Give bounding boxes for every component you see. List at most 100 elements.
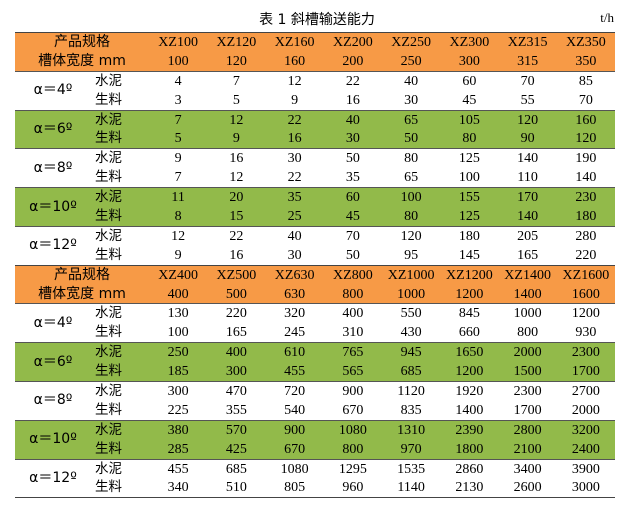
capacity-value: 960 bbox=[323, 478, 382, 498]
capacity-value: 380 bbox=[149, 419, 208, 440]
trough-width: 250 bbox=[382, 51, 441, 72]
table-row: α＝6º 水泥 250 400 610 765 945 1650 2000 2300 bbox=[15, 342, 615, 382]
capacity-value: 155 bbox=[440, 187, 499, 208]
capacity-value: 550 bbox=[382, 303, 441, 324]
material-cement: 水泥 bbox=[91, 458, 149, 479]
table-row: α＝12º 水泥 12 22 40 70 120 180 205 280 bbox=[15, 225, 615, 266]
table-row: α＝8º 水泥 9 16 30 50 80 125 140 190 bbox=[15, 148, 615, 188]
capacity-value: 2400 bbox=[556, 439, 615, 460]
capacity-value: 60 bbox=[323, 187, 382, 208]
capacity-value: 2390 bbox=[440, 419, 499, 440]
table-row: 生料 3 5 9 16 30 45 55 70 bbox=[15, 90, 615, 111]
trough-width: 315 bbox=[498, 51, 557, 72]
capacity-value: 3900 bbox=[556, 458, 615, 479]
capacity-value: 1650 bbox=[440, 342, 499, 363]
capacity-value: 2600 bbox=[498, 478, 557, 498]
capacity-value: 45 bbox=[323, 207, 382, 227]
capacity-value: 22 bbox=[323, 70, 382, 91]
incline-angle: α＝12º bbox=[15, 458, 91, 498]
capacity-value: 30 bbox=[265, 148, 324, 169]
model-name: XZ160 bbox=[265, 31, 324, 52]
capacity-value: 800 bbox=[323, 439, 382, 460]
capacity-value: 945 bbox=[382, 342, 441, 363]
capacity-value: 30 bbox=[265, 245, 324, 266]
capacity-value: 11 bbox=[149, 187, 208, 208]
capacity-value: 970 bbox=[382, 439, 441, 460]
capacity-value: 2700 bbox=[556, 381, 615, 401]
capacity-value: 4 bbox=[149, 70, 208, 91]
trough-width: 1000 bbox=[382, 284, 441, 304]
trough-width: 1400 bbox=[498, 284, 557, 304]
material-raw-meal: 生料 bbox=[91, 168, 149, 188]
model-name: XZ315 bbox=[498, 31, 557, 52]
capacity-value: 225 bbox=[149, 400, 208, 421]
capacity-value: 720 bbox=[265, 381, 324, 401]
capacity-value: 355 bbox=[207, 400, 266, 421]
capacity-value: 120 bbox=[556, 129, 615, 149]
capacity-value: 50 bbox=[382, 129, 441, 149]
capacity-value: 90 bbox=[498, 129, 557, 149]
table-row: 生料 185 300 455 565 685 1200 1500 1700 bbox=[15, 362, 615, 382]
capacity-value: 1295 bbox=[323, 458, 382, 479]
capacity-value: 7 bbox=[207, 70, 266, 91]
table-body: 产品规格 XZ100 XZ120 XZ160 XZ200 XZ250 XZ300 XZ315 X… bbox=[15, 31, 615, 498]
table-row: α＝4º 水泥 4 7 12 22 40 60 70 85 bbox=[15, 70, 615, 111]
capacity-value: 1080 bbox=[265, 458, 324, 479]
incline-angle: α＝8º bbox=[15, 148, 91, 188]
capacity-value: 65 bbox=[382, 168, 441, 188]
capacity-value: 835 bbox=[382, 400, 441, 421]
capacity-value: 800 bbox=[498, 323, 557, 343]
capacity-value: 16 bbox=[207, 245, 266, 266]
table-row: 生料 285 425 670 800 970 1800 2100 2400 bbox=[15, 439, 615, 460]
capacity-value: 9 bbox=[149, 245, 208, 266]
material-raw-meal: 生料 bbox=[91, 207, 149, 227]
capacity-value: 1200 bbox=[440, 362, 499, 382]
width-label: 槽体宽度 mm bbox=[15, 51, 149, 72]
capacity-value: 40 bbox=[382, 70, 441, 91]
capacity-value: 35 bbox=[265, 187, 324, 208]
capacity-value: 120 bbox=[498, 109, 557, 130]
table-row: 生料 340 510 805 960 1140 2130 2600 3000 bbox=[15, 478, 615, 498]
capacity-value: 9 bbox=[265, 90, 324, 111]
width-header-row: 槽体宽度 mm 400 500 630 800 1000 1200 1400 1600 bbox=[15, 284, 615, 304]
model-name: XZ200 bbox=[323, 31, 382, 52]
trough-width: 500 bbox=[207, 284, 266, 304]
material-cement: 水泥 bbox=[91, 70, 149, 91]
capacity-value: 50 bbox=[323, 148, 382, 169]
capacity-value: 340 bbox=[149, 478, 208, 498]
capacity-table: 产品规格 XZ100 XZ120 XZ160 XZ200 XZ250 XZ300 XZ315 X… bbox=[15, 31, 615, 499]
capacity-value: 45 bbox=[440, 90, 499, 111]
capacity-value: 12 bbox=[207, 168, 266, 188]
incline-angle: α＝10º bbox=[15, 419, 91, 460]
capacity-value: 455 bbox=[149, 458, 208, 479]
capacity-value: 685 bbox=[382, 362, 441, 382]
capacity-value: 3000 bbox=[556, 478, 615, 498]
capacity-value: 65 bbox=[382, 109, 441, 130]
capacity-value: 3200 bbox=[556, 419, 615, 440]
table-row: 生料 9 16 30 50 95 145 165 220 bbox=[15, 245, 615, 266]
incline-angle: α＝6º bbox=[15, 342, 91, 382]
table-row: α＝6º 水泥 7 12 22 40 65 105 120 160 bbox=[15, 109, 615, 149]
model-name: XZ100 bbox=[149, 31, 208, 52]
incline-angle: α＝4º bbox=[15, 70, 91, 111]
capacity-value: 670 bbox=[265, 439, 324, 460]
capacity-value: 285 bbox=[149, 439, 208, 460]
trough-width: 1200 bbox=[440, 284, 499, 304]
capacity-value: 105 bbox=[440, 109, 499, 130]
material-cement: 水泥 bbox=[91, 342, 149, 363]
model-name: XZ1000 bbox=[382, 264, 441, 285]
capacity-value: 180 bbox=[556, 207, 615, 227]
capacity-value: 30 bbox=[323, 129, 382, 149]
capacity-value: 1200 bbox=[556, 303, 615, 324]
capacity-value: 900 bbox=[323, 381, 382, 401]
capacity-value: 2000 bbox=[556, 400, 615, 421]
trough-width: 400 bbox=[149, 284, 208, 304]
capacity-value: 40 bbox=[265, 225, 324, 246]
capacity-value: 5 bbox=[149, 129, 208, 149]
capacity-value: 9 bbox=[207, 129, 266, 149]
trough-width: 350 bbox=[556, 51, 615, 72]
incline-angle: α＝10º bbox=[15, 187, 91, 227]
capacity-value: 685 bbox=[207, 458, 266, 479]
capacity-value: 22 bbox=[265, 109, 324, 130]
capacity-value: 2000 bbox=[498, 342, 557, 363]
